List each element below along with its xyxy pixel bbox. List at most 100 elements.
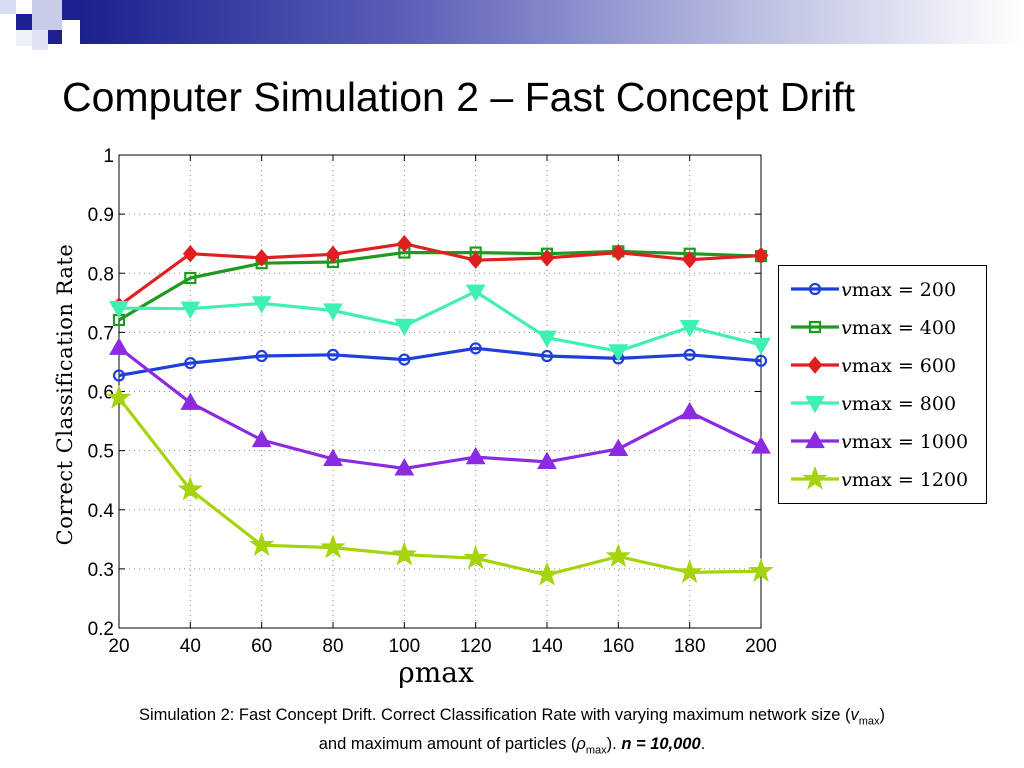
legend-label: vmax = 1200 (841, 469, 968, 491)
legend-sub: max (851, 355, 892, 377)
legend-item: vmax = 1200 (779, 462, 986, 496)
figure-caption: Simulation 2: Fast Concept Drift. Correc… (0, 704, 1024, 763)
legend-eq: = 1000 (891, 431, 969, 453)
data-point (539, 249, 555, 267)
legend-marker (805, 395, 825, 414)
data-point (683, 348, 696, 361)
data-point (608, 344, 629, 362)
data-point (608, 438, 629, 456)
y-tick-label: 0.3 (88, 560, 114, 581)
data-point (112, 369, 126, 382)
data-point (251, 429, 272, 448)
corner-square-light (62, 0, 80, 20)
x-tick-label: 80 (322, 636, 343, 657)
legend-sub: max (851, 317, 892, 339)
data-point (184, 357, 197, 370)
series-line (118, 290, 762, 353)
x-tick-label: 100 (388, 636, 420, 657)
legend-marker (807, 356, 823, 374)
legend-label: vmax = 1000 (841, 431, 968, 453)
data-point (109, 301, 129, 319)
legend-var: v (841, 317, 852, 339)
y-tick-label: 0.7 (88, 323, 114, 344)
data-point (537, 451, 557, 469)
data-point (177, 476, 203, 501)
legend-label: vmax = 800 (841, 393, 956, 415)
data-point (468, 251, 484, 269)
caption-v-sub: max (858, 715, 880, 728)
caption-v: v (850, 706, 859, 724)
data-point (394, 318, 415, 337)
data-point (754, 354, 768, 367)
legend-sub: max (851, 469, 892, 491)
data-point (323, 448, 343, 467)
header-banner (80, 0, 1024, 44)
y-tick-label: 0.5 (88, 442, 114, 463)
legend-item: vmax = 600 (779, 348, 986, 382)
y-tick-label: 1 (103, 146, 114, 167)
data-point (537, 330, 557, 348)
data-point (106, 384, 132, 409)
data-point (326, 348, 340, 361)
y-tick-label: 0.8 (88, 264, 114, 285)
caption-line1-b: ) (879, 706, 886, 724)
series-line (118, 242, 762, 308)
x-tick-label: 160 (602, 636, 634, 657)
data-point (249, 531, 275, 557)
y-tick-label: 0.2 (88, 619, 114, 640)
data-point (748, 557, 774, 583)
data-point (610, 243, 626, 262)
caption-line1-a: Simulation 2: Fast Concept Drift. Correc… (138, 706, 851, 724)
x-tick-label: 180 (674, 636, 706, 657)
legend-var: v (841, 279, 852, 301)
legend-label: vmax = 600 (841, 355, 956, 377)
y-tick-label: 0.9 (88, 205, 114, 226)
legend-sub: max (851, 279, 892, 301)
data-point (254, 249, 270, 267)
caption-rho: ρ (576, 735, 586, 754)
legend-eq: = 1200 (891, 469, 969, 491)
data-point (463, 544, 489, 570)
legend-label: vmax = 200 (841, 279, 956, 301)
data-point (394, 458, 415, 476)
legend-eq: = 600 (891, 355, 957, 377)
legend-eq: = 400 (891, 317, 957, 339)
legend-marker (808, 320, 822, 334)
legend-swatch (791, 282, 839, 296)
legend-swatch (791, 465, 839, 490)
data-point (469, 342, 482, 355)
data-point (753, 246, 769, 265)
legend-item: vmax = 1000 (779, 424, 986, 458)
data-point (325, 245, 341, 264)
legend-marker (802, 465, 828, 490)
legend-swatch (791, 356, 839, 374)
data-point (320, 534, 346, 559)
data-point (540, 349, 554, 363)
x-tick-label: 20 (108, 636, 129, 657)
data-point (396, 234, 412, 253)
data-point (255, 349, 268, 363)
series-line (118, 346, 762, 378)
legend-var: v (841, 431, 852, 453)
y-tick-label: 0.6 (88, 383, 114, 404)
legend-var: v (841, 393, 852, 415)
data-point (679, 319, 700, 338)
data-point (605, 543, 631, 568)
corner-square-light (16, 30, 32, 46)
caption-line2-b: ). (606, 735, 622, 754)
x-tick-label: 140 (531, 636, 563, 657)
legend-swatch (791, 320, 839, 334)
corner-square-dark (16, 14, 32, 30)
data-point (398, 353, 411, 366)
data-point (677, 559, 703, 584)
corner-square-light (32, 30, 48, 50)
corner-square-light (32, 0, 62, 30)
legend-item: vmax = 400 (779, 310, 986, 344)
legend-label: vmax = 400 (841, 317, 956, 339)
legend-swatch (791, 430, 839, 449)
legend-sub: max (851, 431, 892, 453)
data-point (465, 446, 486, 465)
corner-square-light (0, 0, 16, 14)
series-line (117, 397, 762, 577)
data-point (534, 561, 560, 586)
